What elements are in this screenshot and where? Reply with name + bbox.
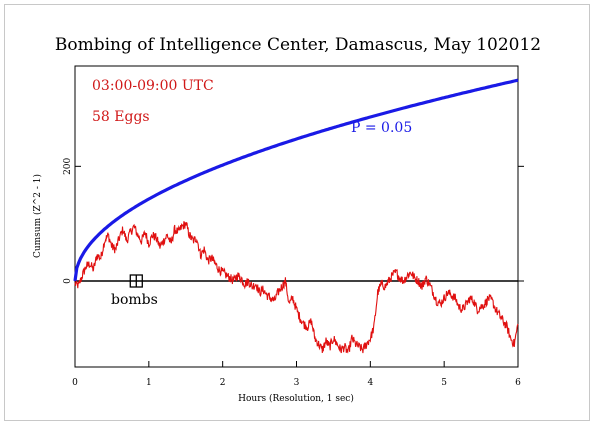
x-tick-label: 3 <box>294 378 300 388</box>
chart-title: Bombing of Intelligence Center, Damascus… <box>55 35 541 55</box>
p-value-label: P = 0.05 <box>351 120 412 136</box>
x-tick-label: 4 <box>367 378 373 388</box>
x-tick-label: 5 <box>441 378 447 388</box>
x-axis-ticks: 0 1 2 3 4 5 6 <box>72 361 521 388</box>
bombs-event-label: bombs <box>111 292 158 308</box>
y-axis-ticks: 0 200 <box>63 157 524 284</box>
y-tick-label: 200 <box>63 157 73 174</box>
p-005-envelope-curve <box>73 78 519 282</box>
event-marker-square <box>129 274 143 288</box>
x-tick-label: 6 <box>515 378 521 388</box>
x-tick-label: 2 <box>220 378 226 388</box>
time-window-label: 03:00-09:00 UTC <box>92 78 214 94</box>
cumulative-deviation-trace <box>74 221 519 354</box>
image-frame <box>4 4 590 421</box>
y-tick-label: 0 <box>63 278 73 284</box>
x-axis-label: Hours (Resolution, 1 sec) <box>238 393 354 404</box>
y-axis-label: Cumsum (Z^2 - 1) <box>32 174 43 258</box>
x-tick-label: 1 <box>146 378 152 388</box>
eggs-count-label: 58 Eggs <box>92 109 150 125</box>
x-tick-label: 0 <box>72 378 78 388</box>
